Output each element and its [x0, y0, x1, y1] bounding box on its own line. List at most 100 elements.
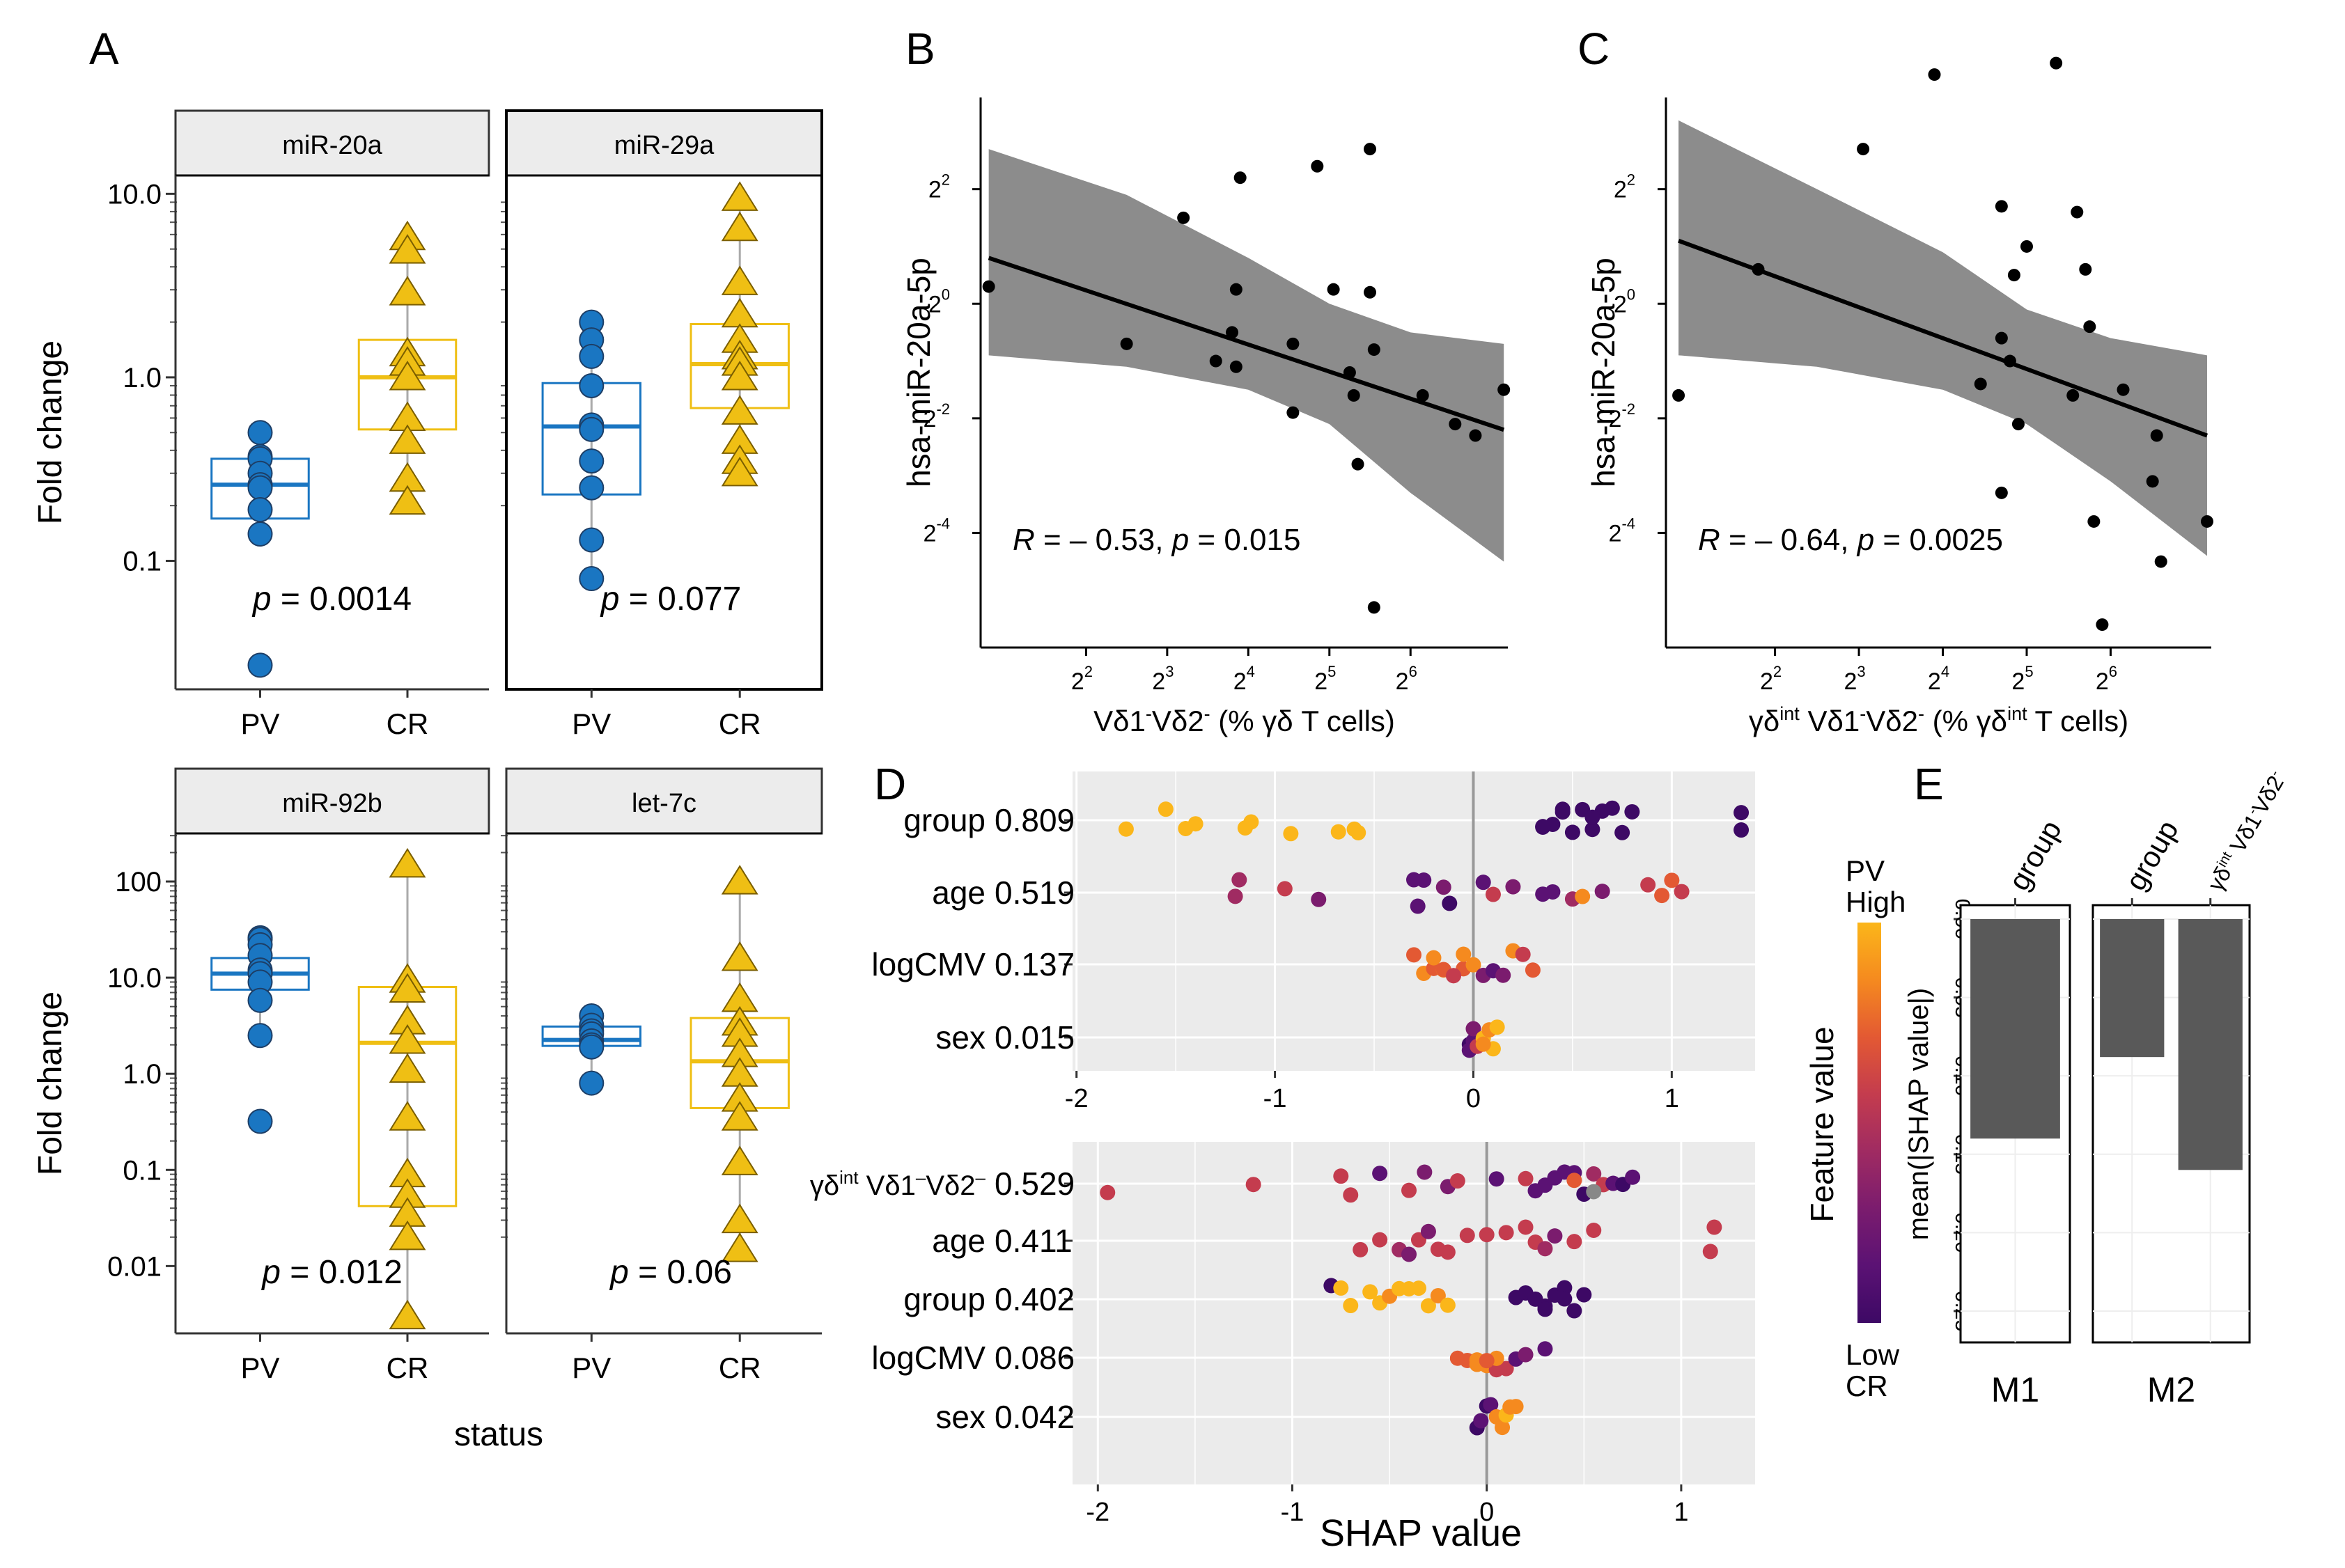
shap-point: [1343, 1187, 1359, 1203]
confidence-band: [988, 149, 1504, 562]
shap-point: [1584, 822, 1600, 838]
shap-point: [1231, 872, 1247, 888]
cr-point: [721, 1101, 758, 1131]
shap-bar: [1970, 919, 2060, 1139]
scatter-point: [2007, 269, 2020, 282]
shap-point: [1475, 875, 1491, 891]
shap-point: [1245, 1177, 1261, 1193]
x-tick-label: CR: [719, 707, 761, 740]
shap-point: [1333, 1280, 1349, 1296]
facet-label: M2: [2147, 1370, 2195, 1409]
category-label: group: [2002, 815, 2068, 896]
x-tick-label: 24: [1233, 663, 1255, 695]
cr-point: [389, 973, 426, 1003]
cr-point: [721, 1203, 758, 1234]
category-label: group: [2119, 815, 2184, 896]
cr-point: [721, 941, 758, 971]
pv-point: [247, 987, 273, 1013]
feature-label: group: [903, 1281, 985, 1317]
x-tick-label: CR: [387, 1351, 429, 1384]
facet-label: M1: [1991, 1370, 2039, 1409]
shap-point: [1586, 1166, 1602, 1182]
pv-point: [247, 420, 273, 446]
cr-point: [721, 361, 758, 391]
x-tick-label: -1: [1263, 1084, 1287, 1113]
pv-point: [247, 521, 273, 547]
cr-point: [721, 297, 758, 328]
panel-label-d: D: [874, 759, 906, 809]
scatter-point: [1311, 159, 1324, 173]
shap-point: [1547, 1228, 1563, 1244]
y-tick-label: 20: [928, 285, 950, 317]
cr-point: [389, 1101, 426, 1131]
legend-low-group: CR: [1846, 1370, 1888, 1402]
x-tick-label: 0: [1466, 1084, 1481, 1113]
y-tick-label: 2-2: [924, 400, 950, 432]
facet-let-7c: let-7c PV CR p = 0.06: [505, 767, 823, 1384]
feature-label: age: [932, 1223, 985, 1259]
shap-point: [1479, 1353, 1495, 1369]
facet-strip-label: miR-92b: [282, 789, 382, 818]
category-label: γδint Vδ1-Vδ2-: [2203, 767, 2291, 895]
shap-point: [1353, 1241, 1369, 1257]
facet-border: [505, 109, 823, 691]
shap-point: [1277, 881, 1293, 897]
pv-point: [579, 1070, 605, 1096]
shap-point: [1426, 950, 1442, 966]
shap-point: [1343, 1298, 1359, 1314]
shap-point: [1243, 814, 1259, 830]
scatter-point: [2071, 205, 2084, 219]
cr-point: [721, 265, 758, 295]
shap-point: [1420, 1298, 1436, 1314]
shap-bar: [2100, 919, 2165, 1058]
scatter-point: [2150, 429, 2163, 442]
shap-point: [1410, 1280, 1426, 1296]
cr-point: [389, 1299, 426, 1330]
shap-subplot-1: group 0.809 age 0.519 logCMV 0.137 sex 0.015 -2 -…: [871, 771, 1755, 1113]
scatter-point: [1995, 200, 2008, 213]
shap-point: [1566, 1303, 1582, 1319]
y-axis-label: Fold change: [32, 991, 69, 1175]
scatter-point: [982, 280, 995, 293]
shap-point: [1401, 1246, 1417, 1262]
feature-label: logCMV: [871, 1340, 985, 1376]
x-tick-label: 23: [1844, 663, 1865, 695]
plot-background: [1073, 1142, 1755, 1484]
shap-point: [1537, 1241, 1553, 1257]
pv-point: [247, 1108, 273, 1134]
x-tick-label: 22: [1071, 663, 1093, 695]
scatter-point: [1416, 389, 1429, 402]
cr-point: [389, 424, 426, 454]
y-axis-label: hsa-miR-20a-5p: [1585, 258, 1621, 487]
cr-point: [389, 234, 426, 264]
cr-point: [721, 395, 758, 425]
cr-point: [389, 1024, 426, 1054]
p-value: p = 0.0014: [251, 581, 412, 618]
scatter-point: [1286, 337, 1300, 350]
x-tick-label: -2: [1065, 1084, 1089, 1113]
cr-point: [721, 181, 758, 211]
feature-label: sex: [935, 1399, 985, 1435]
shap-point: [1584, 809, 1600, 825]
x-tick-label: PV: [240, 707, 279, 740]
shap-point: [1475, 1036, 1491, 1052]
shap-point: [1488, 1171, 1504, 1187]
shap-point: [1624, 803, 1640, 820]
y-tick-label: 2-4: [924, 515, 950, 547]
x-tick-label: -2: [1086, 1498, 1109, 1527]
cr-point: [389, 485, 426, 515]
y-tick-label: 2-2: [1609, 400, 1635, 432]
scatter-point: [1347, 389, 1360, 402]
facet-strip: [174, 767, 490, 835]
facet-M1: group M1: [1959, 815, 2071, 1409]
scatter-point: [1229, 360, 1242, 373]
x-axis-label: γδint Vδ1-Vδ2- (% γδint T cells): [1749, 703, 2128, 737]
scatter-point: [1672, 389, 1685, 402]
shap-point: [1518, 1219, 1534, 1235]
p-value: p = 0.012: [260, 1254, 403, 1291]
shap-point: [1479, 1227, 1495, 1243]
shap-point: [1445, 968, 1461, 984]
color-legend-bar: [1857, 923, 1881, 1323]
feature-importance-value: 0.809: [995, 802, 1075, 838]
